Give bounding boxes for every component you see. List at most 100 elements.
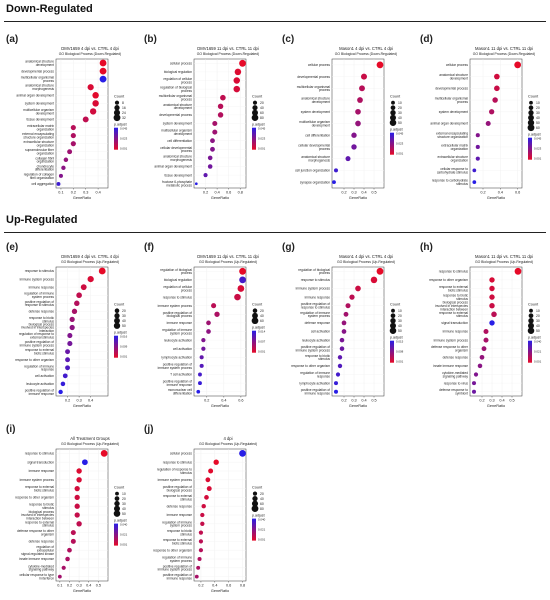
count-legend-dot	[390, 313, 396, 319]
padj-colorbar	[390, 132, 394, 155]
x-tick-label: 0.3	[76, 399, 81, 403]
term-dot	[489, 109, 495, 115]
padj-legend-label: 0.001	[258, 538, 266, 542]
count-legend-dot	[114, 500, 120, 507]
term-dot	[239, 267, 246, 275]
x-tick-label: 0.2	[65, 399, 70, 403]
term-dot	[345, 303, 351, 309]
count-legend-dot	[114, 100, 120, 105]
padj-legend-label: 0.001	[258, 147, 266, 151]
term-label: cell aggregation	[31, 182, 54, 186]
term-dot	[475, 156, 480, 161]
term-dot	[200, 521, 205, 526]
term-dot	[376, 267, 384, 275]
term-label: defense response	[443, 356, 469, 360]
count-legend-label: 20	[398, 106, 402, 110]
padj-colorbar	[114, 335, 118, 358]
chart-subtitle: GO Biological Process (Down-Regulated)	[473, 52, 535, 56]
term-dot	[333, 168, 339, 173]
padj-colorbar	[114, 523, 118, 546]
term-dot	[87, 84, 94, 91]
term-dot	[471, 381, 477, 386]
term-dot	[337, 363, 343, 369]
term-label: system development	[301, 110, 330, 114]
term-dot	[233, 85, 240, 93]
up-regulated-rule	[4, 232, 546, 233]
term-dot	[60, 381, 66, 387]
x-tick-label: 0.5	[96, 584, 101, 588]
count-legend-dot	[114, 505, 120, 512]
count-legend-dot	[252, 308, 258, 313]
term-label: cytokine-mediated signaling pathway	[442, 371, 468, 378]
term-label: regulation of biological process	[160, 268, 192, 275]
count-legend-label: 40	[536, 324, 540, 328]
term-label: biological process involved in interspeci…	[21, 510, 54, 521]
term-dot	[82, 116, 89, 123]
chart-title: DMV1659 11 dpi vs. CTRL 11 dpi	[197, 254, 259, 259]
term-label: cell activation	[35, 374, 54, 378]
term-label: anatomical structure morphogenesis	[163, 154, 192, 161]
x-tick-label: 0.3	[83, 191, 88, 195]
padj-legend-label: 0.007	[258, 340, 266, 344]
term-dot	[99, 67, 107, 75]
count-legend-dot	[529, 308, 533, 313]
term-label: immune response	[305, 295, 331, 299]
term-dot	[198, 548, 204, 553]
count-legend-label: 60	[260, 111, 264, 115]
padj-colorbar	[252, 330, 256, 353]
chart-title: DMV1659 4 dpi vs. CTRL 4 dpi	[61, 254, 119, 259]
term-label: tissue development	[165, 173, 193, 177]
x-axis-label: GeneRatio	[73, 589, 91, 593]
term-label: positive regulation of biological process	[163, 311, 193, 318]
term-dot	[198, 530, 204, 535]
term-dot	[69, 316, 75, 323]
term-label: response to external biotic stimulus	[439, 285, 468, 292]
count-legend-label: 20	[260, 309, 264, 313]
count-legend-label: 60	[536, 126, 540, 130]
term-label: collagen fibril organization	[35, 156, 54, 163]
term-label: anatomical structure development	[25, 60, 54, 67]
term-label: immune response	[29, 469, 55, 473]
padj-legend-label: 0.045	[258, 127, 266, 131]
chart-subtitle: GO Biological Process (Up-Regulated)	[61, 442, 119, 446]
term-label: regulation of immune system process	[300, 311, 330, 318]
padj-legend-label: 0.040	[120, 523, 128, 527]
count-legend-label: 60	[260, 319, 264, 323]
term-dot	[481, 346, 487, 352]
term-label: chondrocyte differentiation	[35, 164, 54, 171]
count-legend-dot	[390, 317, 396, 324]
term-dot	[489, 294, 495, 300]
term-dot	[475, 144, 480, 150]
padj-legend-label: 0.001	[396, 152, 404, 156]
term-label: response to stimulus	[25, 269, 55, 273]
down-regulated-rule	[4, 21, 546, 22]
term-dot	[475, 133, 480, 138]
count-legend-dot	[390, 105, 396, 111]
term-label: innate immune response	[19, 557, 54, 561]
count-legend-dot	[390, 114, 396, 121]
count-legend-dot	[251, 500, 259, 507]
term-label: cellular process	[170, 62, 193, 66]
count-legend-dot	[252, 491, 258, 496]
term-dot	[239, 276, 246, 284]
count-legend-title: Count	[390, 303, 401, 307]
term-label: cellular response to type I interferon	[19, 573, 54, 580]
panel-letter: (j)	[144, 424, 153, 435]
term-label: extracellular matrix organization	[441, 143, 468, 150]
x-tick-label: 0.2	[203, 191, 208, 195]
term-dot	[355, 108, 361, 115]
term-label: leukocyte activation	[164, 338, 192, 342]
chart-title: Mason1 4 dpi vs. CTRL 4 dpi	[339, 254, 393, 259]
count-legend-label: 30	[398, 319, 402, 323]
term-label: regulation of collagen fibril organizatio…	[24, 172, 55, 179]
padj-colorbar	[528, 340, 532, 363]
term-dot	[489, 277, 495, 283]
term-label: positive regulation of immune system proc…	[20, 340, 55, 347]
count-legend-label: 20	[260, 101, 264, 105]
term-dot	[206, 486, 212, 492]
padj-legend-label: 0.023	[534, 147, 542, 151]
term-label: response to biotic stimulus	[443, 294, 468, 301]
term-label: response to external stimulus	[25, 520, 54, 527]
term-label: biological process involved in interspeci…	[435, 301, 468, 312]
